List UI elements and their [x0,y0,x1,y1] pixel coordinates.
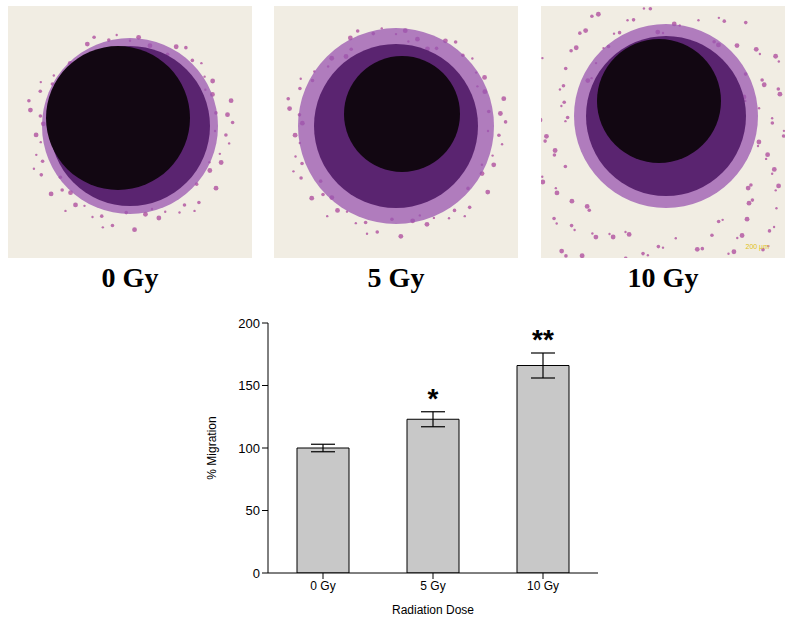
svg-text:200: 200 [238,316,260,331]
html-text:10 Gy: 10 Gy [627,262,699,293]
svg-text:200 µm: 200 µm [746,243,770,251]
html-text:0 Gy: 0 Gy [101,262,159,293]
svg-text:100: 100 [238,441,260,456]
svg-text:**: ** [532,324,554,355]
svg-text:10 Gy: 10 Gy [527,579,559,593]
svg-text:150: 150 [238,378,260,393]
html-text:5 Gy: 5 Gy [367,262,425,293]
svg-text:0: 0 [253,566,260,581]
svg-text:Radiation Dose: Radiation Dose [392,603,474,617]
svg-text:% Migration: % Migration [205,416,219,479]
svg-text:0 Gy: 0 Gy [310,579,335,593]
svg-text:*: * [428,383,439,414]
svg-text:5 Gy: 5 Gy [420,579,445,593]
svg-text:50: 50 [246,503,260,518]
